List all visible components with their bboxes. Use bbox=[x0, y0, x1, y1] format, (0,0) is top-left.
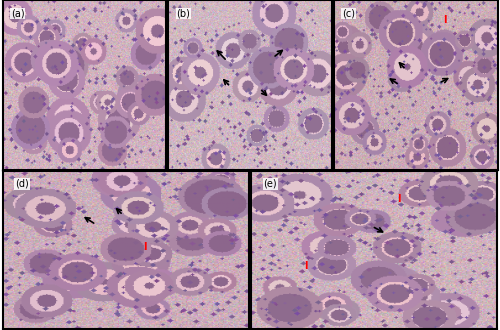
Text: (d): (d) bbox=[15, 179, 28, 189]
Text: (a): (a) bbox=[10, 9, 24, 18]
Text: I: I bbox=[304, 261, 307, 271]
Text: I: I bbox=[397, 194, 400, 204]
Text: I: I bbox=[144, 242, 147, 252]
Text: I: I bbox=[444, 16, 447, 25]
Text: (c): (c) bbox=[342, 9, 355, 18]
Text: (b): (b) bbox=[176, 9, 190, 18]
Text: (e): (e) bbox=[264, 179, 277, 189]
